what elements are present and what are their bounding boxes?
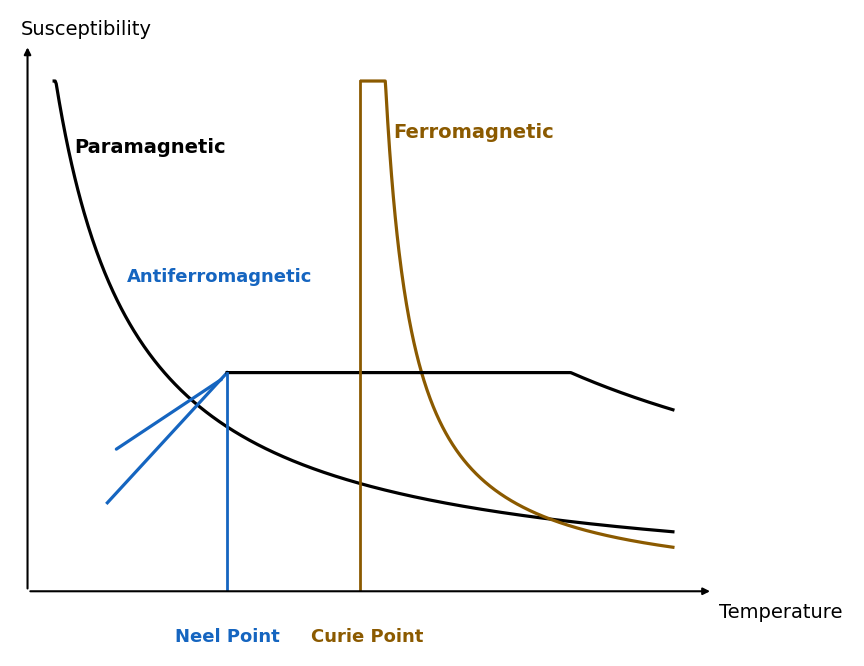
Text: Susceptibility: Susceptibility: [21, 21, 152, 39]
Text: Paramagnetic: Paramagnetic: [74, 139, 226, 157]
Text: Ferromagnetic: Ferromagnetic: [393, 123, 554, 142]
Text: Temperature: Temperature: [720, 603, 843, 621]
Text: Antiferromagnetic: Antiferromagnetic: [127, 268, 313, 286]
Text: Neel Point: Neel Point: [175, 628, 280, 646]
Text: Curie Point: Curie Point: [311, 628, 423, 646]
